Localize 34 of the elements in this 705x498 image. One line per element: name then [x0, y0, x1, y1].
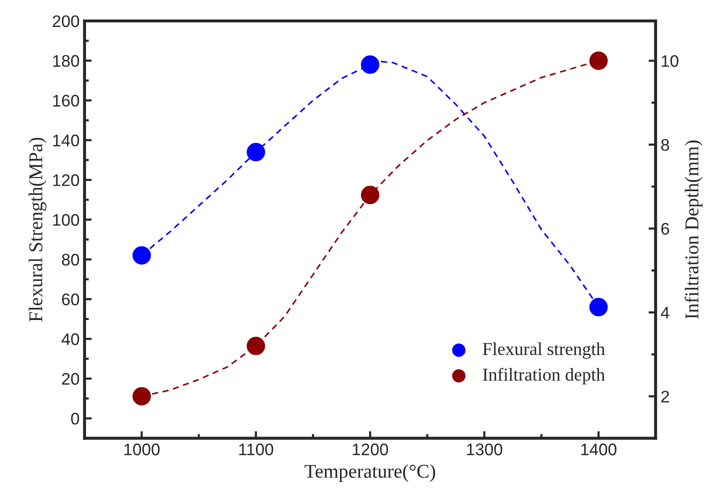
y-axis-title: Flexural Strength(MPa) — [28, 138, 46, 322]
y-tick-label: 180 — [53, 55, 80, 67]
x-tick-label: 1000 — [124, 444, 160, 456]
y-tick-label: 100 — [53, 214, 80, 226]
y-tick-label: 20 — [62, 373, 80, 385]
legend-label: Infiltration depth — [482, 368, 605, 384]
point — [246, 336, 266, 356]
legend-label: Flexural strength — [482, 342, 605, 359]
point — [589, 298, 608, 316]
x-axis-title: Temperature(°C) — [304, 464, 436, 482]
y2-tick-label: 10 — [662, 55, 678, 67]
y-tick-label: 0 — [71, 412, 80, 425]
x-tick-label: 1300 — [467, 444, 502, 456]
y2-axis-title: Infiltration Depth(mm) — [684, 140, 702, 319]
y-tick-label: 160 — [53, 94, 80, 107]
y2-tick-label: 2 — [661, 390, 669, 402]
point — [360, 55, 380, 74]
y-tick-label: 60 — [62, 294, 80, 306]
y2-tick-label: 8 — [661, 139, 670, 151]
point — [360, 186, 380, 204]
x-tick-label: 1400 — [581, 444, 616, 456]
y-tick-label: 80 — [62, 254, 80, 266]
y-tick-label: 200 — [52, 15, 80, 28]
y-tick-label: 40 — [62, 333, 80, 346]
point — [589, 52, 608, 70]
y2-tick-label: 4 — [660, 306, 670, 318]
x-tick-label: 1100 — [239, 444, 274, 456]
y2-tick-label: 6 — [661, 222, 670, 235]
y-tick-label: 140 — [53, 134, 80, 146]
point — [132, 246, 151, 265]
point — [132, 387, 151, 406]
point — [246, 142, 266, 162]
x-tick-label: 1200 — [352, 444, 388, 456]
y-tick-label: 120 — [53, 174, 80, 186]
